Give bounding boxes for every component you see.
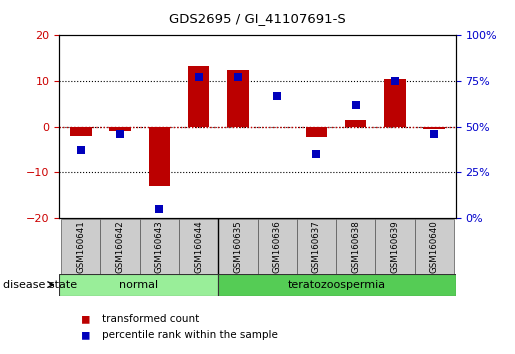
Bar (70, 127, 92, 136)
Text: disease state: disease state (3, 280, 77, 290)
Point (195, 74, 203, 80)
Bar (188, 67, 210, 127)
Text: ■: ■ (82, 328, 90, 341)
Bar (423, 127, 445, 129)
Bar (109, 127, 131, 131)
Bar (227, 70, 249, 127)
Bar (297, 219, 336, 274)
Text: GSM160637: GSM160637 (312, 221, 321, 273)
Bar (384, 79, 406, 127)
Text: GSM160635: GSM160635 (233, 221, 243, 273)
Text: GSM160636: GSM160636 (272, 221, 282, 273)
Point (116, 131, 124, 137)
Point (273, 93, 281, 98)
Text: normal: normal (119, 280, 158, 290)
Text: teratozoospermia: teratozoospermia (288, 280, 386, 290)
Point (430, 131, 438, 137)
Bar (415, 219, 454, 274)
Bar (345, 120, 367, 127)
Point (352, 102, 360, 108)
Bar (59, 274, 218, 296)
Point (312, 151, 320, 157)
Text: GDS2695 / GI_41107691-S: GDS2695 / GI_41107691-S (169, 12, 346, 25)
Text: percentile rank within the sample: percentile rank within the sample (102, 330, 278, 339)
Text: GSM160639: GSM160639 (390, 221, 400, 273)
Bar (100, 219, 140, 274)
Bar (305, 127, 327, 137)
Text: GSM160640: GSM160640 (430, 221, 439, 273)
Text: GSM160641: GSM160641 (76, 221, 85, 273)
Bar (218, 274, 456, 296)
Text: GSM160642: GSM160642 (115, 221, 125, 273)
Bar (218, 219, 258, 274)
Bar (336, 219, 375, 274)
Bar (140, 219, 179, 274)
Text: GSM160638: GSM160638 (351, 221, 360, 273)
Text: GSM160644: GSM160644 (194, 221, 203, 273)
Text: GSM160643: GSM160643 (155, 221, 164, 273)
Text: ■: ■ (82, 312, 90, 325)
Point (77, 147, 85, 153)
Bar (179, 219, 218, 274)
Bar (61, 219, 100, 274)
Point (391, 78, 399, 84)
Point (155, 206, 163, 211)
Bar (375, 219, 415, 274)
Bar (148, 127, 170, 186)
Text: transformed count: transformed count (102, 314, 199, 324)
Point (234, 74, 242, 80)
Bar (258, 219, 297, 274)
